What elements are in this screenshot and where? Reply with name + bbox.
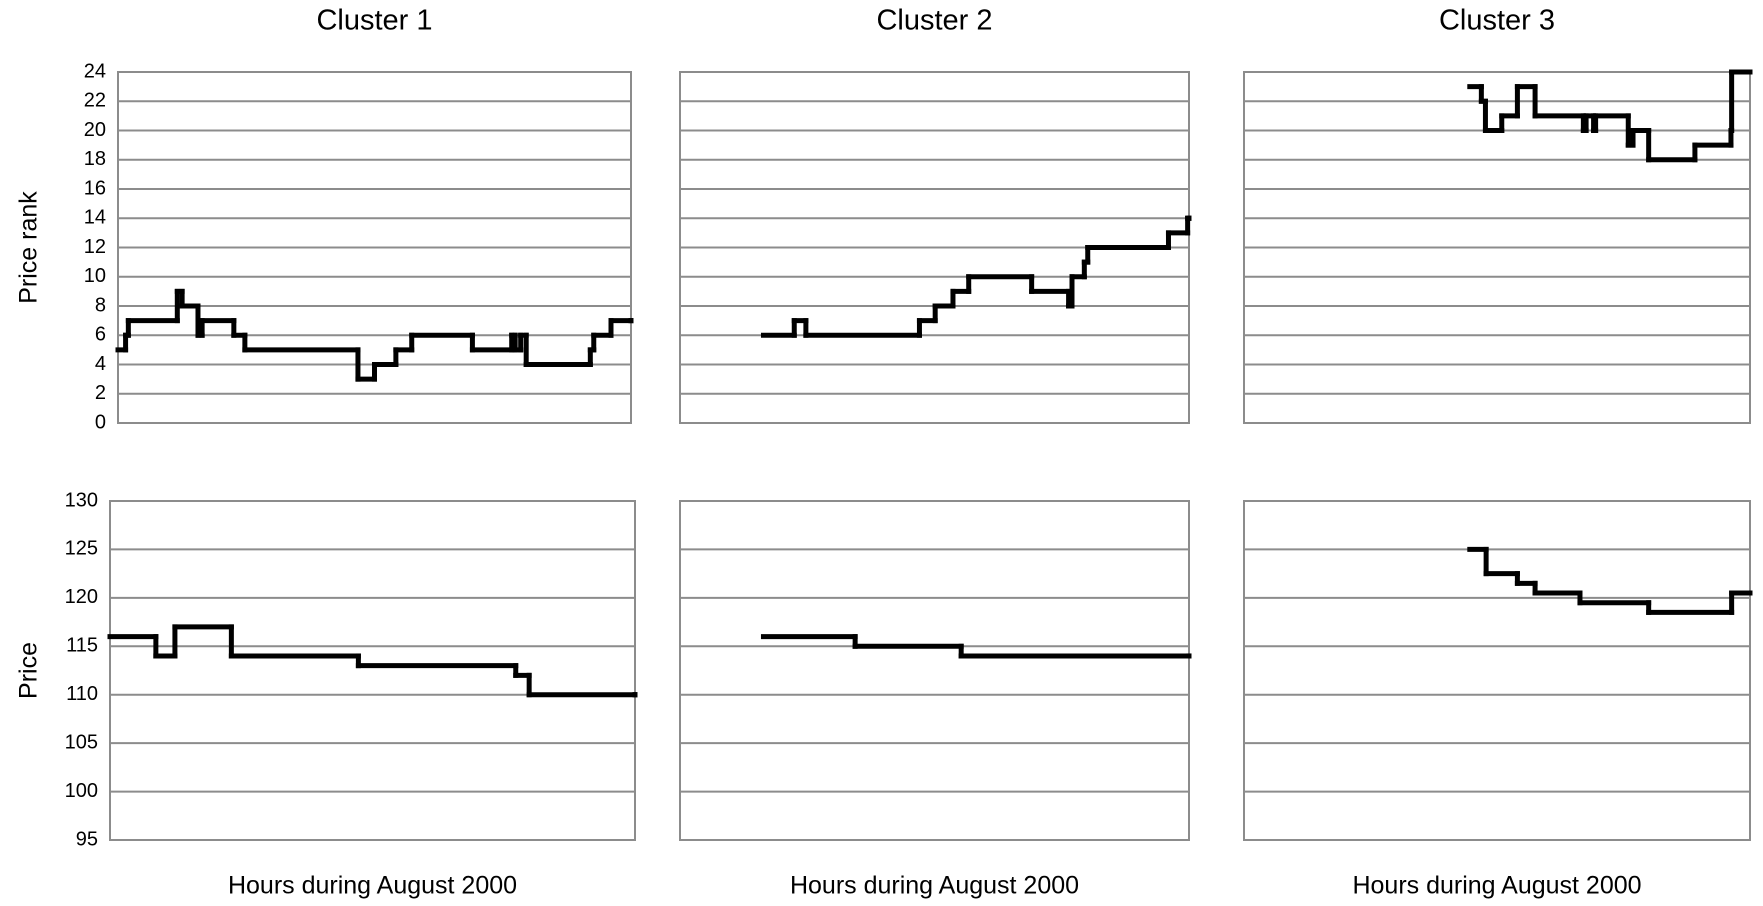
y-tick-label: 16 — [84, 177, 106, 199]
y-tick-label: 18 — [84, 148, 106, 170]
y-tick-label: 22 — [84, 90, 106, 112]
y-tick-label: 95 — [76, 828, 98, 850]
y-tick-label: 105 — [65, 731, 98, 753]
y-tick-label: 0 — [95, 411, 106, 433]
x-axis-label: Hours during August 2000 — [790, 872, 1079, 900]
y-tick-label: 24 — [84, 60, 106, 82]
y-tick-label: 110 — [66, 683, 98, 705]
y-tick-label: 2 — [95, 382, 106, 404]
x-axis-label: Hours during August 2000 — [1352, 872, 1641, 900]
panel-title: Cluster 3 — [1439, 5, 1555, 37]
y-tick-label: 100 — [65, 780, 98, 802]
y-tick-label: 10 — [84, 265, 106, 287]
y-tick-label: 12 — [84, 236, 106, 258]
y-tick-label: 8 — [95, 294, 106, 316]
panel-title: Cluster 1 — [316, 5, 432, 37]
y-tick-label: 14 — [84, 207, 106, 229]
y-tick-label: 120 — [65, 586, 98, 608]
y-tick-label: 4 — [95, 353, 106, 375]
y-tick-label: 20 — [84, 119, 106, 141]
panel-title: Cluster 2 — [876, 5, 992, 37]
plot-frame — [1243, 500, 1751, 841]
plot-frame — [679, 500, 1190, 841]
y-tick-label: 115 — [66, 635, 98, 657]
y-axis-label: Price rank — [15, 191, 43, 304]
x-axis-label: Hours during August 2000 — [228, 872, 517, 900]
plot-frame — [109, 500, 636, 841]
y-axis-label: Price — [15, 642, 43, 699]
y-tick-label: 125 — [65, 538, 98, 560]
y-tick-label: 6 — [95, 324, 106, 346]
y-tick-label: 130 — [65, 489, 98, 511]
